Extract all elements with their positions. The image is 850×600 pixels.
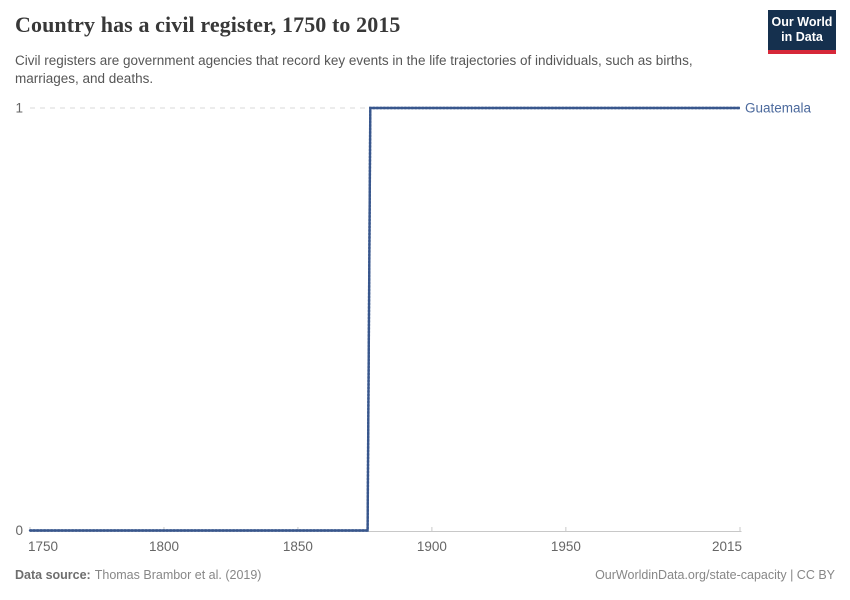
series-label-guatemala[interactable]: Guatemala [745,101,812,116]
attribution-link[interactable]: OurWorldinData.org/state-capacity | CC B… [595,568,835,582]
owid-logo-line1: Our World [771,15,833,29]
data-source: Data source: Thomas Brambor et al. (2019) [15,568,261,582]
series-line-markers-guatemala [28,106,742,532]
page-title: Country has a civil register, 1750 to 20… [15,12,401,37]
owid-logo[interactable]: Our World in Data [768,10,836,54]
x-tick-label-2015: 2015 [712,539,742,554]
x-tick-label-1900: 1900 [417,539,447,554]
chart-subtitle: Civil registers are government agencies … [15,53,693,86]
x-tick-label-1800: 1800 [149,539,179,554]
x-tick-label-1750: 1750 [28,539,58,554]
x-tick-label-1850: 1850 [283,539,313,554]
chart-footer: Data source: Thomas Brambor et al. (2019)… [15,568,835,582]
x-tick-label-1950: 1950 [551,539,581,554]
y-tick-label-0: 0 [15,523,23,538]
owid-logo-line2: in Data [781,30,823,45]
series-line-guatemala[interactable] [30,106,740,532]
data-source-label: Data source: [15,568,91,582]
data-source-value: Thomas Brambor et al. (2019) [94,568,262,582]
y-tick-label-1: 1 [15,101,23,116]
